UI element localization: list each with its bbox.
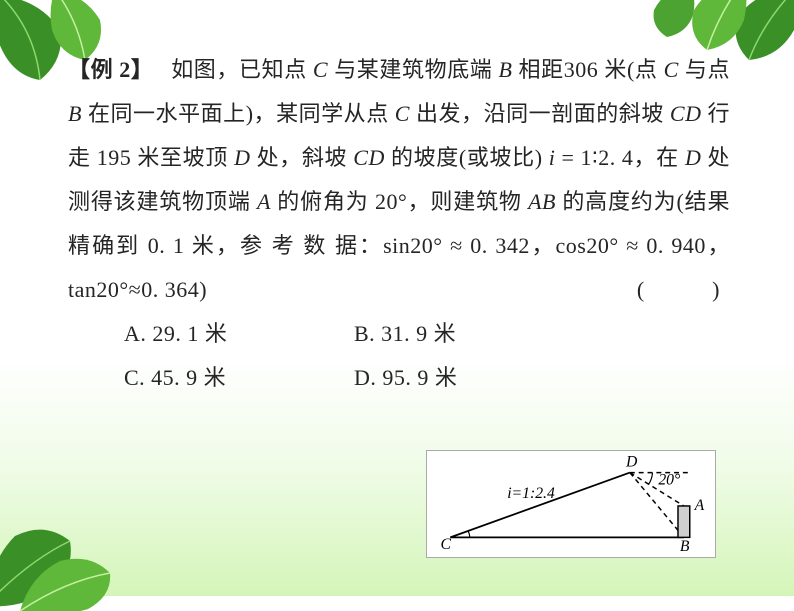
example-label: 【例 2】	[68, 57, 143, 82]
option-a: A. 29. 1 米	[124, 312, 354, 356]
option-b: B. 31. 9 米	[354, 312, 584, 356]
point-c: C	[440, 536, 451, 553]
point-a: A	[694, 497, 705, 514]
options: A. 29. 1 米 B. 31. 9 米 C. 45. 9 米 D. 95. …	[68, 312, 730, 400]
point-b: B	[680, 538, 690, 555]
option-c: C. 45. 9 米	[124, 356, 354, 400]
angle-label: 20°	[658, 471, 681, 488]
problem-text: 【例 2】 如图，已知点 C 与某建筑物底端 B 相距306 米(点 C 与点 …	[0, 0, 794, 400]
answer-blank: ( )	[637, 268, 720, 312]
point-d: D	[625, 454, 638, 471]
leaf-bottom-left	[0, 461, 140, 611]
geometry-figure: i=1:2.4 20° C D A B	[426, 450, 716, 558]
option-d: D. 95. 9 米	[354, 356, 584, 400]
slope-ratio-label: i=1:2.4	[507, 485, 555, 502]
